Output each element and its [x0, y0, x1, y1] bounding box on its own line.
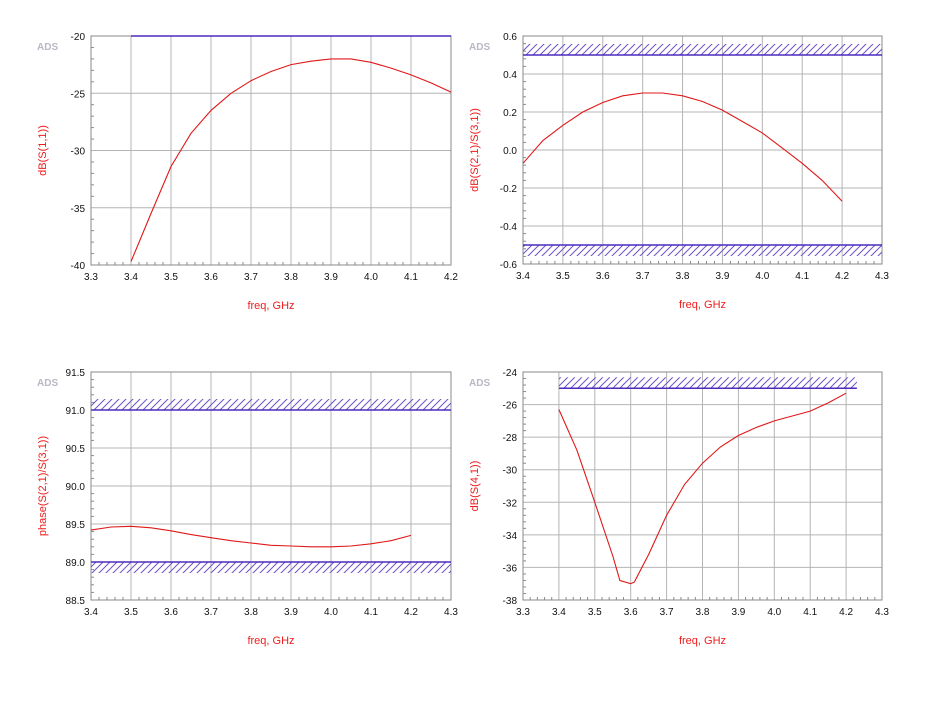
chart-4: 3.3 3.4 3.5 3.6 3.7 3.8 3.9 4.0 4.1 4.2 4.3 -24 -26 -… — [469, 368, 889, 647]
y-tick-label: -30 — [503, 466, 518, 477]
chart-3: 3.4 3.5 3.6 3.7 3.8 3.9 4.0 4.1 4.2 4.3 91.5 91.0 90… — [37, 368, 458, 647]
y-axis-title: dB(S(4,1)) — [469, 461, 481, 512]
x-tick-label: 4.1 — [404, 272, 418, 283]
y-tick-label: -38 — [503, 596, 518, 607]
y-tick-label: -30 — [71, 147, 86, 158]
y-tick-label: 0.0 — [503, 146, 517, 157]
x-tick-label: 3.8 — [676, 271, 690, 282]
spec-hatch-band — [558, 377, 857, 389]
x-tick-label: 3.4 — [84, 607, 98, 618]
x-tick-label: 3.8 — [696, 607, 710, 618]
x-tick-label: 3.9 — [715, 271, 729, 282]
x-axis-title: freq, GHz — [679, 299, 726, 311]
y-tick-label: 0.2 — [503, 108, 517, 119]
y-tick-label: -0.6 — [500, 260, 518, 271]
data-trace — [522, 92, 843, 202]
y-tick-label: -24 — [503, 368, 518, 379]
ads-brand-label: ADS — [469, 42, 490, 53]
y-tick-label: 91.0 — [66, 406, 86, 417]
x-axis-title: freq, GHz — [247, 300, 294, 312]
x-tick-label: 3.7 — [244, 272, 258, 283]
spec-hatch-band — [91, 562, 451, 573]
x-tick-label: 3.9 — [324, 272, 338, 283]
x-tick-label: 3.5 — [124, 607, 138, 618]
x-tick-label: 3.8 — [284, 272, 298, 283]
x-tick-label: 3.7 — [636, 271, 650, 282]
x-tick-label: 3.6 — [596, 271, 610, 282]
plot-frame — [522, 371, 883, 601]
x-tick-label: 4.2 — [404, 607, 418, 618]
y-axis-title: phase(S(2,1)/S(3,1)) — [37, 436, 49, 536]
x-tick-label: 4.0 — [324, 607, 338, 618]
x-tick-label: 3.3 — [516, 607, 530, 618]
y-tick-label: -36 — [503, 563, 518, 574]
x-tick-label: 3.4 — [516, 271, 530, 282]
x-tick-label: 3.4 — [124, 272, 138, 283]
y-tick-label: 89.0 — [66, 558, 86, 569]
y-tick-label: -35 — [71, 204, 86, 215]
x-tick-label: 4.3 — [875, 607, 889, 618]
x-tick-label: 3.5 — [556, 271, 570, 282]
x-tick-label: 4.0 — [755, 271, 769, 282]
x-tick-label: 4.2 — [835, 271, 849, 282]
x-tick-label: 3.5 — [164, 272, 178, 283]
x-tick-label: 4.2 — [444, 272, 458, 283]
x-tick-label: 4.3 — [444, 607, 458, 618]
x-tick-label: 4.0 — [767, 607, 781, 618]
x-tick-label: 4.1 — [803, 607, 817, 618]
x-tick-label: 3.6 — [204, 272, 218, 283]
x-tick-label: 3.7 — [204, 607, 218, 618]
y-axis-title: dB(S(2,1)/S(3,1)) — [469, 108, 481, 192]
x-axis-title: freq, GHz — [679, 635, 726, 647]
x-tick-label: 3.3 — [84, 272, 98, 283]
ads-brand-label: ADS — [469, 378, 490, 389]
x-tick-label: 3.9 — [731, 607, 745, 618]
y-tick-label: 91.5 — [66, 368, 86, 379]
data-trace — [558, 392, 847, 585]
y-tick-label: 89.5 — [66, 520, 86, 531]
spec-hatch-band — [523, 44, 882, 55]
y-tick-label: -0.4 — [500, 222, 518, 233]
spec-hatch-band — [91, 399, 451, 410]
x-tick-label: 3.9 — [284, 607, 298, 618]
x-axis-title: freq, GHz — [247, 635, 294, 647]
y-tick-label: 90.5 — [66, 444, 86, 455]
ads-brand-label: ADS — [37, 378, 58, 389]
plot-frame — [90, 371, 452, 601]
x-tick-label: 4.1 — [364, 607, 378, 618]
x-tick-label: 4.3 — [875, 271, 889, 282]
x-tick-label: 4.1 — [795, 271, 809, 282]
y-tick-label: -28 — [503, 433, 518, 444]
y-axis-title: dB(S(1,1)) — [37, 125, 49, 176]
y-tick-label: -0.2 — [500, 184, 518, 195]
y-tick-label: 0.4 — [503, 70, 517, 81]
y-tick-label: -25 — [71, 89, 86, 100]
y-tick-label: -34 — [503, 531, 518, 542]
x-tick-label: 3.6 — [164, 607, 178, 618]
y-tick-label: -40 — [71, 261, 86, 272]
x-tick-label: 3.5 — [588, 607, 602, 618]
x-tick-label: 4.0 — [364, 272, 378, 283]
chart-1: 3.3 3.4 3.5 3.6 3.7 3.8 3.9 4.0 4.1 4.2 -20 -25 -30 -… — [37, 32, 458, 312]
chart-2: 3.4 3.5 3.6 3.7 3.8 3.9 4.0 4.1 4.2 4.3 0.6 0.4 0.2 0… — [469, 32, 889, 311]
y-tick-label: -20 — [71, 32, 86, 43]
x-tick-label: 3.4 — [552, 607, 566, 618]
y-tick-label: 88.5 — [66, 596, 86, 607]
spec-hatch-band — [523, 245, 882, 256]
data-trace — [90, 525, 412, 548]
y-tick-label: 90.0 — [66, 482, 86, 493]
ads-brand-label: ADS — [37, 42, 58, 53]
x-tick-label: 3.8 — [244, 607, 258, 618]
data-trace — [130, 58, 452, 262]
x-tick-label: 3.7 — [660, 607, 674, 618]
y-tick-label: 0.6 — [503, 32, 517, 43]
x-tick-label: 3.6 — [624, 607, 638, 618]
plot-frame — [522, 35, 883, 265]
y-tick-label: -26 — [503, 401, 518, 412]
y-tick-label: -32 — [503, 498, 518, 509]
x-tick-label: 4.2 — [839, 607, 853, 618]
